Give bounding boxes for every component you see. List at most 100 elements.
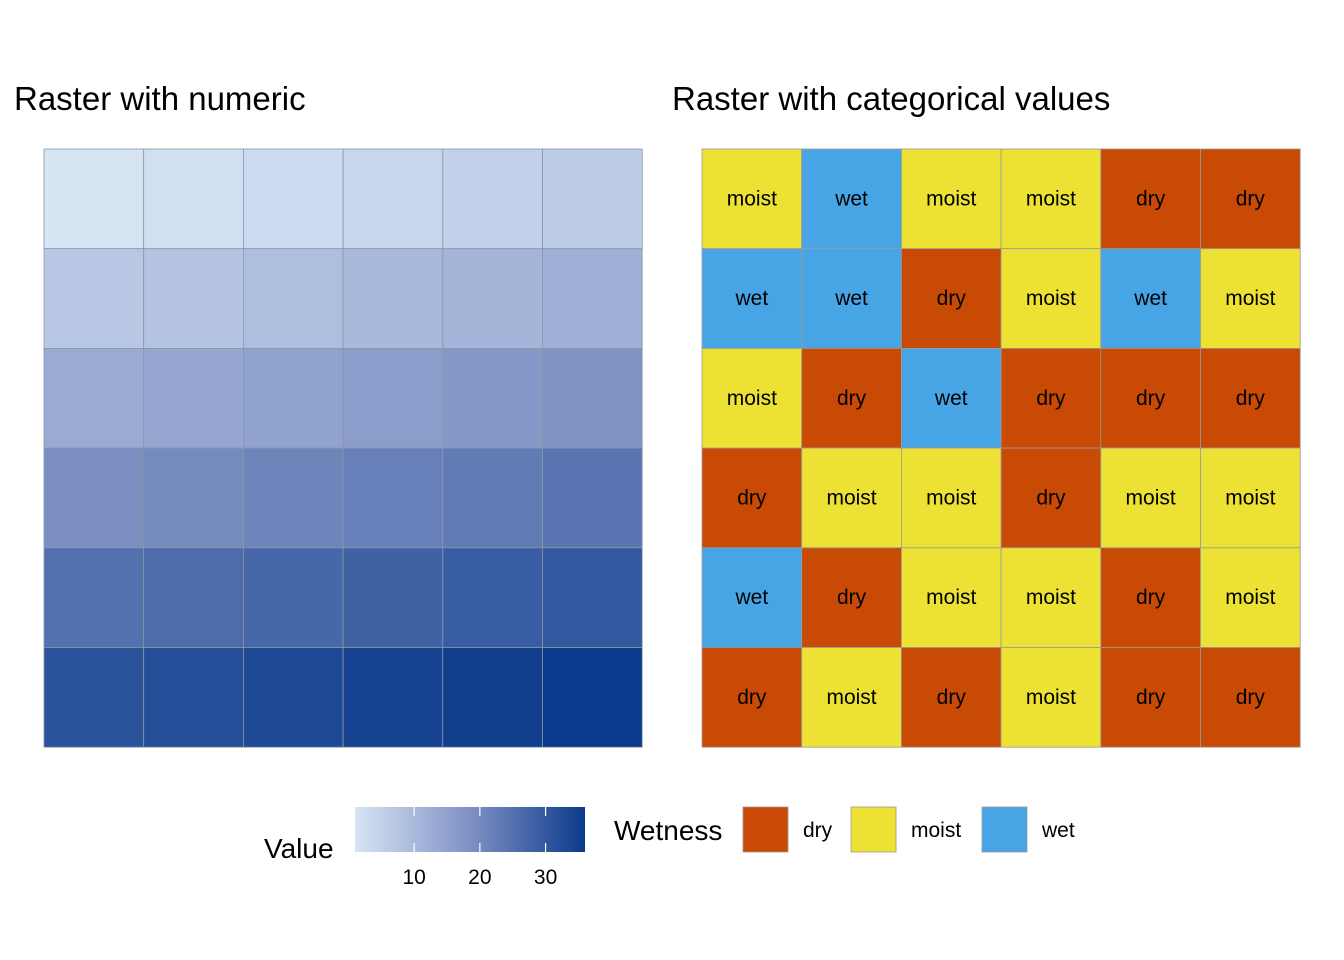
numeric-raster [43, 148, 643, 748]
categorical-cell-label: wet [934, 387, 968, 410]
categorical-cell [1200, 148, 1301, 250]
categorical-cell [1200, 347, 1301, 449]
numeric-cell [442, 148, 543, 250]
categorical-cell-label: wet [735, 586, 769, 609]
categorical-cell-label: dry [837, 586, 867, 609]
categorical-cell-label: moist [1126, 486, 1176, 509]
categorical-cell-label: moist [1026, 287, 1076, 310]
wetness-key-dry [742, 806, 789, 853]
categorical-cell-label: dry [737, 486, 767, 509]
categorical-cell [1100, 248, 1201, 349]
categorical-cell-label: dry [1236, 387, 1266, 410]
categorical-cell-label: dry [837, 387, 867, 410]
categorical-cell [1000, 647, 1102, 748]
numeric-cell [542, 347, 643, 449]
value-colorbar [355, 807, 585, 852]
value-legend: Value 10 20 30 [264, 807, 585, 889]
categorical-cell [901, 547, 1002, 648]
categorical-cell [701, 248, 803, 349]
categorical-cell-label: dry [737, 686, 767, 709]
numeric-cell [542, 647, 643, 748]
categorical-cell [1100, 447, 1201, 549]
categorical-cell-label: dry [1236, 187, 1266, 210]
numeric-cell [242, 347, 344, 449]
numeric-cell [442, 547, 543, 648]
numeric-cell [242, 248, 344, 349]
categorical-cell [701, 647, 803, 748]
wetness-legend-title: Wetness [614, 815, 722, 846]
categorical-cell [801, 647, 902, 748]
categorical-cell-label: wet [834, 187, 868, 210]
numeric-cell [242, 447, 344, 549]
categorical-cell-label: dry [1236, 686, 1266, 709]
categorical-cell-label: wet [1133, 287, 1167, 310]
categorical-cell [801, 248, 902, 349]
numeric-cell [342, 347, 444, 449]
numeric-cell [242, 148, 344, 250]
numeric-cell [242, 647, 344, 748]
numeric-cell [342, 248, 444, 349]
categorical-cell [1200, 248, 1301, 349]
value-tick-label: 20 [468, 866, 491, 889]
value-legend-ticks: 10 20 30 [402, 807, 557, 889]
wetness-key-wet [981, 806, 1028, 853]
numeric-cell [342, 647, 444, 748]
categorical-cell-label: dry [1036, 486, 1066, 509]
categorical-cell-label: wet [834, 287, 868, 310]
categorical-cell-label: moist [1225, 586, 1275, 609]
numeric-cell [342, 547, 444, 648]
categorical-cell [701, 347, 803, 449]
categorical-cell-label: wet [735, 287, 769, 310]
numeric-cell [43, 248, 145, 349]
categorical-cell-label: moist [826, 486, 876, 509]
categorical-cell [701, 547, 803, 648]
numeric-cell [143, 647, 244, 748]
categorical-cell [901, 148, 1002, 250]
categorical-cell-label: moist [1026, 586, 1076, 609]
categorical-cell-label: dry [1136, 187, 1166, 210]
categorical-cell-label: moist [1225, 486, 1275, 509]
categorical-cell [801, 447, 902, 549]
numeric-cell [242, 547, 344, 648]
numeric-cell [43, 647, 145, 748]
wetness-key-label: wet [1041, 819, 1075, 842]
value-tick-label: 30 [534, 866, 557, 889]
numeric-cell [442, 248, 543, 349]
numeric-cell [342, 148, 444, 250]
numeric-cell [542, 547, 643, 648]
wetness-key-label: moist [911, 819, 961, 842]
categorical-cell-label: moist [1225, 287, 1275, 310]
numeric-cell [143, 447, 244, 549]
categorical-cell-label: dry [937, 686, 967, 709]
numeric-cell [442, 647, 543, 748]
categorical-cell [1100, 347, 1201, 449]
categorical-cell-label: dry [1136, 387, 1166, 410]
categorical-raster-title: Raster with categorical values [672, 80, 1111, 117]
categorical-cell [1000, 248, 1102, 349]
wetness-legend-keys: dry moist wet [742, 806, 1075, 853]
numeric-cell [143, 148, 244, 250]
wetness-key-label: dry [803, 819, 833, 842]
categorical-cell-label: dry [1136, 686, 1166, 709]
numeric-cell [342, 447, 444, 549]
categorical-cell-label: moist [1026, 187, 1076, 210]
categorical-raster: moist wet moist moist dry dry wet wet dry moist we… [701, 148, 1301, 748]
numeric-raster-title: Raster with numeric [14, 80, 306, 117]
numeric-cell [143, 547, 244, 648]
categorical-cell [1000, 148, 1102, 250]
categorical-cell-label: dry [937, 287, 967, 310]
categorical-cell [1200, 547, 1301, 648]
value-legend-title: Value [264, 833, 334, 864]
categorical-cell-label: moist [826, 686, 876, 709]
categorical-cell [901, 647, 1002, 748]
categorical-cell [1100, 148, 1201, 250]
categorical-cell [1000, 547, 1102, 648]
categorical-cell [1100, 647, 1201, 748]
numeric-cell [43, 447, 145, 549]
numeric-cell [43, 347, 145, 449]
categorical-cell-label: moist [926, 586, 976, 609]
categorical-cell-label: moist [926, 486, 976, 509]
categorical-cell [801, 347, 902, 449]
wetness-legend: Wetness dry moist wet [614, 806, 1075, 853]
